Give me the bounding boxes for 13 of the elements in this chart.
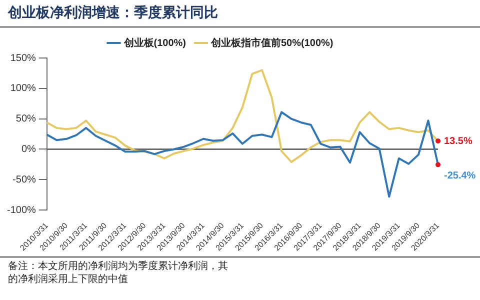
- legend-label: 创业板指市值前50%(100%): [210, 36, 334, 49]
- y-tick-label: -50%: [12, 174, 36, 186]
- chart-title: 创业板净利润增速：季度累计同比: [0, 0, 480, 28]
- y-tick-label: 100%: [10, 83, 36, 94]
- legend-label: 创业板(100%): [122, 36, 186, 49]
- y-tick-label: 150%: [10, 52, 36, 64]
- data-label: 13.5%: [444, 136, 472, 147]
- y-tick-label: 50%: [16, 114, 36, 125]
- text: 备注：本文所用的净利润均为季度累计净利润，其: [8, 260, 229, 273]
- y-tick-label: 0%: [21, 144, 36, 155]
- data-label: -25.4%: [444, 170, 476, 182]
- text: 的净利润采用上下限的中值: [8, 273, 129, 286]
- y-tick-label: -100%: [7, 204, 36, 216]
